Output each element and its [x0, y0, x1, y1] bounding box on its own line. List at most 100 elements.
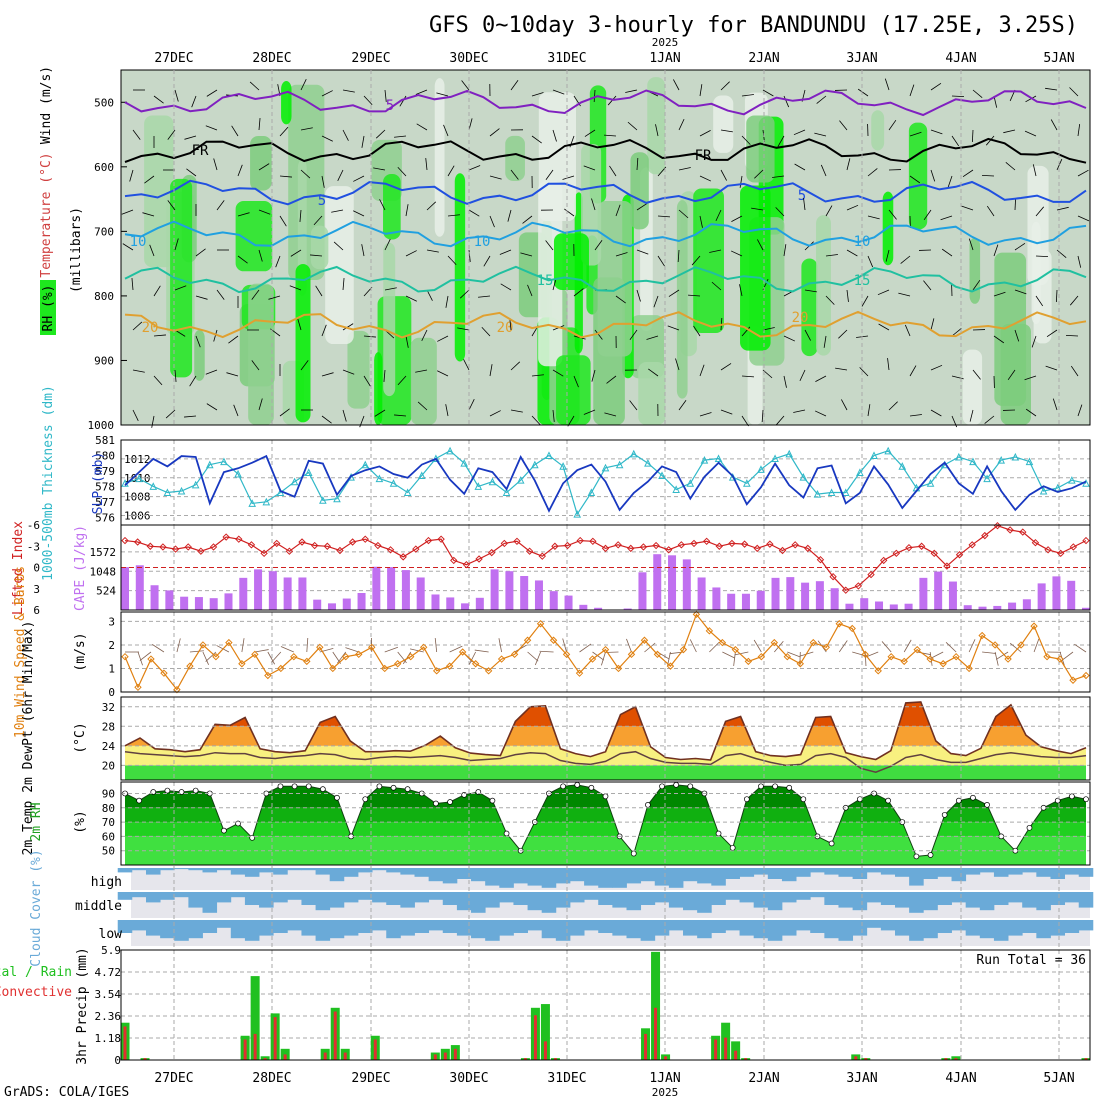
- cloud-high-bar-26: [485, 868, 500, 886]
- thickness-point-49: [813, 489, 822, 498]
- cape-bar-3: [165, 590, 174, 610]
- cloud-high-bar-46: [767, 868, 783, 879]
- cloud-high-bar-60: [965, 868, 981, 875]
- rh-region-22: [374, 352, 383, 425]
- wind10-point-40: [640, 636, 649, 644]
- thickness-point-37: [644, 459, 652, 467]
- li-point-8: [222, 533, 230, 541]
- li-point-14: [298, 538, 306, 546]
- cloud-middle-bar-6: [202, 892, 218, 913]
- cloud-high-bar-9: [244, 868, 260, 877]
- wind-barb-14-6: [421, 329, 428, 341]
- cape-bar-19: [401, 570, 410, 610]
- wind-barb-7-1: [279, 126, 289, 137]
- wind-barb-31-6: [783, 335, 796, 342]
- wind10-point-64: [952, 652, 960, 661]
- wind-barb-6-3: [258, 209, 271, 215]
- cloud-middle-bar-13: [301, 892, 316, 905]
- li-point-28: [475, 555, 483, 563]
- cloud-middle-bar-18: [372, 892, 387, 903]
- surface-barb-55: [838, 640, 848, 653]
- wind-barb-41-8: [984, 415, 995, 424]
- temperature-legend-label: Temperature (°C): [39, 152, 54, 277]
- wind10-point-43: [679, 645, 688, 654]
- li-point-72: [1031, 539, 1040, 547]
- thickness-point-57: [926, 479, 935, 487]
- wind-barb-44-7: [1045, 365, 1058, 371]
- wind-barb-44-1: [1050, 119, 1058, 131]
- wind-barb-38-1: [930, 129, 943, 135]
- cloud-middle-bar-59: [951, 892, 967, 903]
- contour-label-11: 5: [798, 188, 806, 204]
- wind-barb-28-7: [720, 363, 732, 371]
- wind-barb-4-8: [206, 403, 218, 411]
- isotherm-0: [124, 89, 1087, 117]
- date-tick-top-6: 2JAN: [748, 51, 779, 66]
- wind-barb-3-1: [184, 135, 197, 140]
- wind-barb-32-7: [799, 369, 806, 382]
- wind10-point-42: [666, 662, 675, 670]
- rh-region-53: [410, 337, 437, 425]
- cape-bar-11: [283, 577, 292, 610]
- cape-bar-35: [638, 572, 647, 610]
- cloud-low-bar-30: [541, 920, 557, 939]
- surface-barb-60: [903, 639, 912, 653]
- contour-label-0: 5: [386, 98, 394, 114]
- wind-barb-15-5: [445, 295, 449, 308]
- thickness-point-41: [700, 455, 709, 464]
- wind10-point-74: [1082, 671, 1090, 680]
- wind-barb-11-4: [361, 244, 365, 257]
- precip-conv-bar-2: [143, 1058, 147, 1060]
- cape-bar-26: [505, 571, 514, 610]
- cloud-low-bar-22: [428, 920, 444, 931]
- rh-point-43: [729, 844, 736, 851]
- cape-bar-56: [948, 581, 957, 610]
- thickness-point-27: [502, 488, 511, 497]
- cloud-middle-bar-60: [965, 892, 981, 908]
- wind10-point-13: [290, 652, 298, 661]
- li-point-41: [639, 543, 648, 551]
- cloud-high-bar-31: [555, 868, 571, 884]
- wind10-point-14: [303, 657, 311, 666]
- wind-barb-22-7: [591, 369, 596, 382]
- precip-conv-bar-53: [654, 1007, 658, 1060]
- wind10-point-25: [445, 662, 454, 670]
- wind-barb-27-4: [691, 255, 701, 266]
- li-point-56: [829, 573, 837, 581]
- wind-barb-35-3: [867, 215, 880, 220]
- credit-label: GrADS: COLA/IGES: [4, 1085, 129, 1100]
- wind10-tick-1: 1: [108, 662, 115, 675]
- wind-barb-10-4: [333, 241, 344, 251]
- cloud-low-bar-49: [810, 920, 825, 933]
- wind-barb-36-4: [885, 249, 890, 262]
- surface-barb-49: [753, 639, 762, 653]
- wind-barb-2-1: [167, 129, 176, 140]
- surface-barb-68: [995, 651, 1009, 660]
- precip-conv-bar-22: [343, 1052, 347, 1060]
- thickness-point-23: [446, 446, 454, 455]
- wind10-point-57: [861, 650, 869, 659]
- surface-barb-35: [579, 643, 592, 653]
- wind-barb-4-7: [205, 369, 218, 375]
- wind-barb-3-4: [195, 248, 206, 257]
- cloud-high-bar-5: [188, 868, 203, 871]
- cloud-low-bar-57: [923, 920, 938, 939]
- cape-tick-2: 1572: [90, 546, 117, 559]
- rh-region-45: [538, 92, 576, 222]
- wind-barb-45-0: [1069, 87, 1079, 97]
- wind-barb-37-5: [898, 292, 911, 297]
- cloud-middle-bar-57: [923, 892, 938, 911]
- li-point-21: [386, 546, 395, 554]
- temp-tick-0: 20: [102, 759, 115, 772]
- surface-barb-59: [881, 641, 892, 653]
- cloud-high-bar-27: [499, 868, 514, 888]
- rh-point-18: [376, 783, 383, 790]
- thickness-point-36: [629, 449, 638, 458]
- wind-barb-12-4: [384, 239, 391, 251]
- cloud-middle-bar-12: [287, 892, 302, 900]
- rh-region-66: [383, 174, 401, 240]
- thickness-point-61: [983, 474, 991, 483]
- surface-barb-63: [930, 651, 944, 659]
- wind-barb-4-3: [216, 200, 225, 211]
- cloud-low-bar-7: [216, 920, 232, 928]
